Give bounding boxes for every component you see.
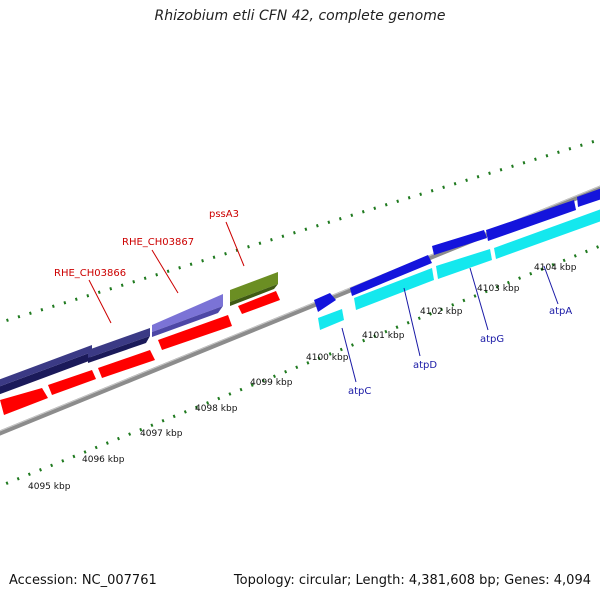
tick-label: 4095 kbp — [28, 482, 71, 492]
leader-pssa3 — [225, 221, 245, 267]
outer-tick-track — [0, 138, 600, 325]
tick-label: 4097 kbp — [140, 429, 183, 439]
reverse-features — [0, 209, 600, 415]
gene-label-rhe-ch03866[interactable]: RHE_CH03866 — [54, 268, 126, 279]
gene-label-atpd[interactable]: atpD — [413, 360, 437, 371]
gene-labels: pssA3 RHE_CH03867 RHE_CH03866 atpC atpD … — [54, 209, 572, 397]
tick-label: 4102 kbp — [420, 307, 463, 317]
tick-label: 4100 kbp — [306, 353, 349, 363]
tick-label: 4096 kbp — [82, 455, 125, 465]
genome-summary-text: Topology: circular; Length: 4,381,608 bp… — [233, 573, 591, 588]
tick-label: 4101 kbp — [362, 331, 405, 341]
tick-label: 4098 kbp — [195, 404, 238, 414]
leader-atpg — [469, 267, 489, 331]
gene-label-atpc[interactable]: atpC — [348, 386, 371, 397]
tick-label: 4104 kbp — [534, 263, 577, 273]
forward-cds — [0, 345, 92, 387]
forward-atp-cds — [577, 188, 600, 207]
forward-atp-cds — [350, 255, 432, 296]
forward-cds-rhe-ch03866-shadow — [152, 306, 223, 337]
forward-cds — [88, 336, 150, 363]
reverse-cds — [158, 315, 232, 350]
scale-labels: 4095 kbp 4096 kbp 4097 kbp 4098 kbp 4099… — [28, 263, 577, 492]
forward-atp-cds — [314, 293, 336, 312]
reverse-atp-cds — [494, 209, 600, 259]
tick-label: 4103 kbp — [477, 284, 520, 294]
forward-cds-rhe-ch03866 — [152, 294, 223, 332]
forward-cds-pssa3 — [230, 272, 278, 302]
map-title: Rhizobium etli CFN 42, complete genome — [154, 8, 446, 24]
reverse-atp-cds — [318, 309, 344, 330]
reverse-cds — [0, 388, 48, 415]
leader-rhe-ch03866 — [88, 279, 112, 324]
forward-atp-cds — [486, 200, 576, 241]
leader-atpc — [341, 327, 357, 383]
tick-label: 4099 kbp — [250, 378, 293, 388]
accession-text: Accession: NC_007761 — [9, 573, 157, 588]
leader-atpd — [403, 287, 421, 357]
reverse-cds — [48, 370, 96, 395]
forward-features — [0, 188, 600, 395]
leader-atpa — [543, 265, 559, 305]
gene-label-atpa[interactable]: atpA — [549, 306, 572, 317]
forward-cds — [0, 352, 92, 395]
reverse-cds — [238, 291, 280, 314]
reverse-atp-cds — [436, 249, 492, 279]
reverse-cds — [98, 350, 155, 378]
gene-label-atpg[interactable]: atpG — [480, 334, 504, 345]
forward-cds — [88, 328, 150, 358]
forward-cds-pssa3-shadow — [230, 284, 278, 306]
gene-label-rhe-ch03867[interactable]: RHE_CH03867 — [122, 237, 194, 248]
leader-rhe-ch03867 — [151, 249, 179, 294]
reverse-atp-cds — [354, 268, 434, 310]
forward-atp-cds — [432, 230, 487, 255]
gene-label-pssa3[interactable]: pssA3 — [209, 209, 239, 220]
gene-label-leaders — [88, 221, 559, 383]
